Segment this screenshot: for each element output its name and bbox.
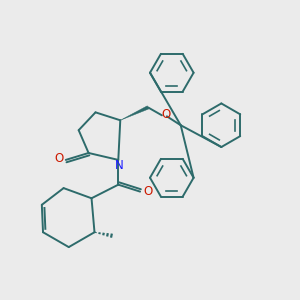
Text: O: O [143,185,153,198]
Polygon shape [120,106,149,120]
Text: O: O [54,152,64,165]
Text: N: N [115,159,124,172]
Text: O: O [161,108,170,121]
